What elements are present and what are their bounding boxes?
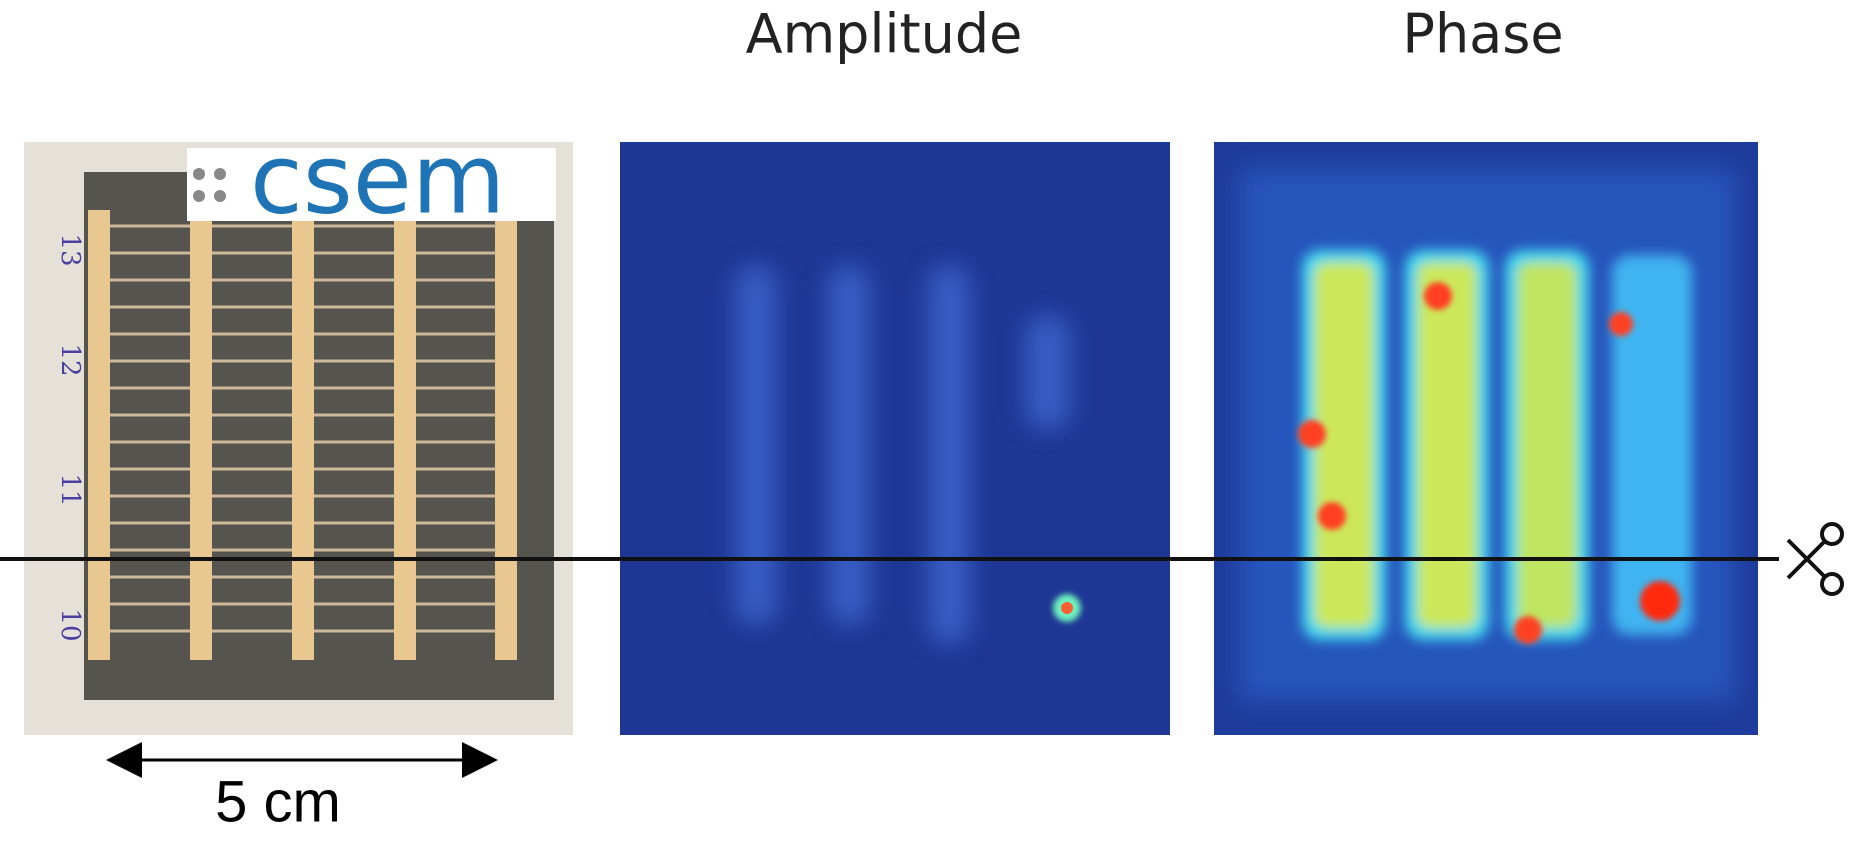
sample-label: 11: [55, 473, 85, 506]
amplitude-map: [620, 142, 1170, 735]
photo-detail: [88, 210, 110, 660]
photo-detail: [394, 210, 416, 660]
photo-detail: [190, 210, 212, 660]
sample-label: 10: [55, 608, 85, 641]
scale-label: 5 cm: [215, 769, 341, 834]
photo-detail: [495, 210, 517, 660]
sample-label: 12: [55, 343, 85, 376]
sample-photo: csem 13 12 11 10: [24, 123, 573, 735]
photo-detail: [292, 210, 314, 660]
phase-title: Phase: [1402, 3, 1563, 66]
sample-label: 13: [55, 233, 85, 266]
phase-map: [1214, 142, 1758, 735]
amplitude-title: Amplitude: [746, 3, 1023, 66]
logo-box: [187, 148, 556, 221]
logo-text: csem: [250, 123, 505, 235]
scissors-icon: [1786, 522, 1844, 596]
